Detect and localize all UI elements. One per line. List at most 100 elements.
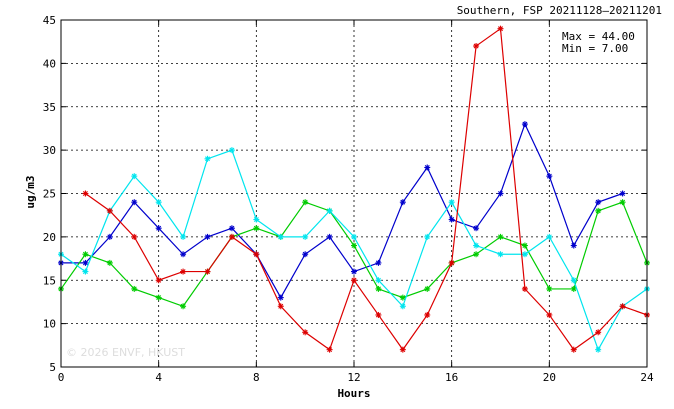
data-point — [570, 242, 577, 249]
chart-title: Southern, FSP 20211128–20211201 — [457, 4, 662, 17]
data-point — [351, 277, 357, 284]
watermark: © 2026 ENVF, HKUST — [66, 346, 185, 359]
data-point — [204, 155, 211, 162]
data-point — [228, 147, 235, 154]
y-tick-label: 40 — [43, 57, 56, 70]
data-point — [131, 285, 138, 292]
data-point — [253, 225, 260, 232]
x-tick-label: 24 — [640, 371, 654, 384]
data-point — [619, 303, 626, 310]
data-point — [448, 199, 455, 206]
data-point — [106, 259, 113, 266]
data-point — [521, 251, 528, 258]
data-point — [448, 259, 455, 266]
data-point — [497, 251, 504, 258]
data-point — [253, 216, 260, 223]
data-point — [546, 285, 553, 292]
data-point — [204, 268, 211, 275]
data-point — [277, 233, 284, 240]
y-tick-label: 35 — [43, 101, 56, 114]
y-tick-label: 15 — [43, 274, 56, 287]
data-point — [131, 233, 138, 240]
data-point — [351, 268, 357, 275]
data-point — [424, 311, 431, 318]
series-line — [61, 122, 623, 299]
max-label: Max = 44.00 — [562, 30, 635, 43]
data-point — [619, 199, 626, 206]
data-point — [521, 242, 528, 249]
data-point — [82, 190, 89, 197]
x-tick-label: 0 — [58, 371, 65, 384]
data-point — [180, 303, 187, 310]
data-point — [277, 294, 284, 301]
data-point — [448, 216, 455, 223]
data-point — [155, 277, 162, 284]
series-layer — [58, 25, 650, 353]
data-point — [180, 251, 187, 258]
data-point — [424, 285, 431, 292]
ticks: 0 4 8 12 16 20 24 5 10 15 20 25 30 35 40 45 — [43, 14, 654, 384]
series-line — [85, 27, 648, 351]
data-point — [351, 242, 357, 249]
data-point — [82, 259, 89, 266]
data-point — [473, 43, 480, 50]
data-point — [570, 346, 577, 353]
y-tick-label: 45 — [43, 14, 56, 27]
data-point — [155, 199, 162, 206]
data-point — [473, 225, 480, 232]
x-axis-label: Hours — [337, 387, 370, 400]
data-point — [204, 233, 211, 240]
data-point — [399, 346, 406, 353]
data-point — [375, 277, 382, 284]
data-point — [570, 285, 577, 292]
data-point — [473, 242, 480, 249]
data-point — [131, 199, 138, 206]
data-point — [326, 233, 333, 240]
data-point — [155, 225, 162, 232]
y-tick-label: 30 — [43, 144, 56, 157]
data-point — [302, 251, 309, 258]
y-axis-label: ug/m3 — [24, 175, 37, 208]
y-tick-label: 10 — [43, 318, 56, 331]
data-point — [375, 285, 382, 292]
data-point — [521, 285, 528, 292]
data-point — [399, 294, 406, 301]
data-point — [595, 329, 602, 336]
data-point — [619, 190, 626, 197]
data-point — [131, 173, 138, 180]
data-point — [546, 311, 553, 318]
x-tick-label: 4 — [155, 371, 162, 384]
y-tick-label: 20 — [43, 231, 56, 244]
x-tick-label: 16 — [445, 371, 458, 384]
x-tick-label: 20 — [543, 371, 556, 384]
series-1 — [58, 121, 626, 301]
data-point — [473, 251, 480, 258]
data-point — [302, 199, 309, 206]
series-3 — [58, 147, 650, 353]
data-point — [546, 173, 553, 180]
data-point — [326, 346, 333, 353]
data-point — [424, 233, 431, 240]
data-point — [180, 268, 187, 275]
y-tick-label: 25 — [43, 188, 56, 201]
data-point — [155, 294, 162, 301]
y-tick-label: 5 — [49, 361, 56, 374]
data-point — [570, 277, 577, 284]
data-point — [82, 268, 89, 275]
plot-frame — [60, 19, 648, 368]
data-point — [375, 311, 382, 318]
data-point — [180, 233, 187, 240]
data-point — [497, 25, 504, 32]
data-point — [302, 233, 309, 240]
data-point — [106, 233, 113, 240]
data-point — [546, 233, 553, 240]
x-tick-label: 8 — [253, 371, 260, 384]
data-point — [375, 259, 382, 266]
data-point — [399, 303, 406, 310]
data-point — [351, 233, 357, 240]
min-label: Min = 7.00 — [562, 42, 628, 55]
data-point — [302, 329, 309, 336]
data-point — [521, 121, 528, 128]
data-point — [595, 207, 602, 214]
data-point — [424, 164, 431, 171]
